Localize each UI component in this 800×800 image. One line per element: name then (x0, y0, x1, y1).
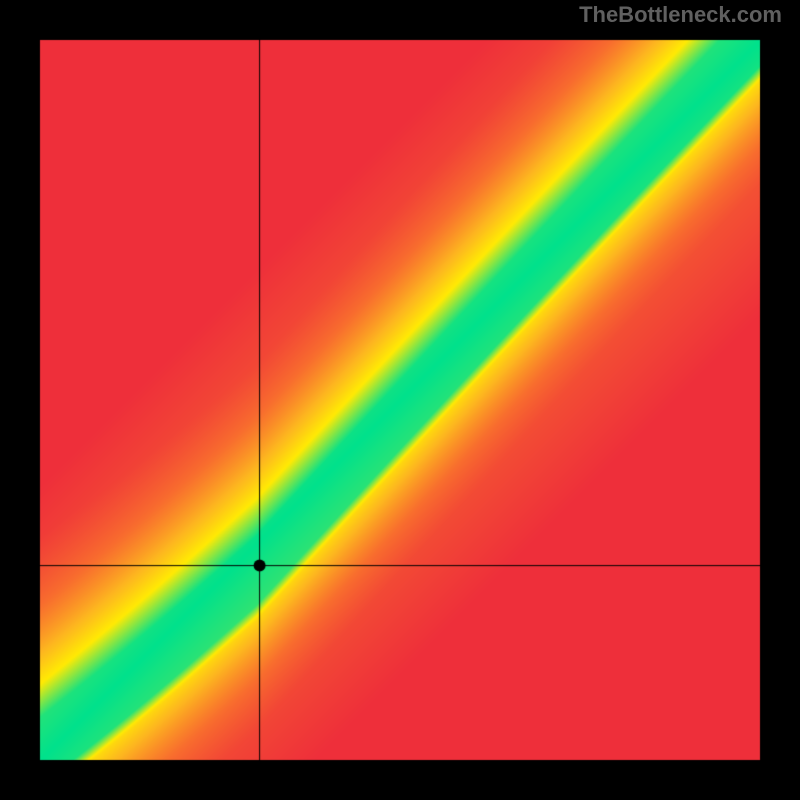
bottleneck-heatmap (0, 0, 800, 800)
chart-container: TheBottleneck.com (0, 0, 800, 800)
watermark-text: TheBottleneck.com (579, 2, 782, 28)
